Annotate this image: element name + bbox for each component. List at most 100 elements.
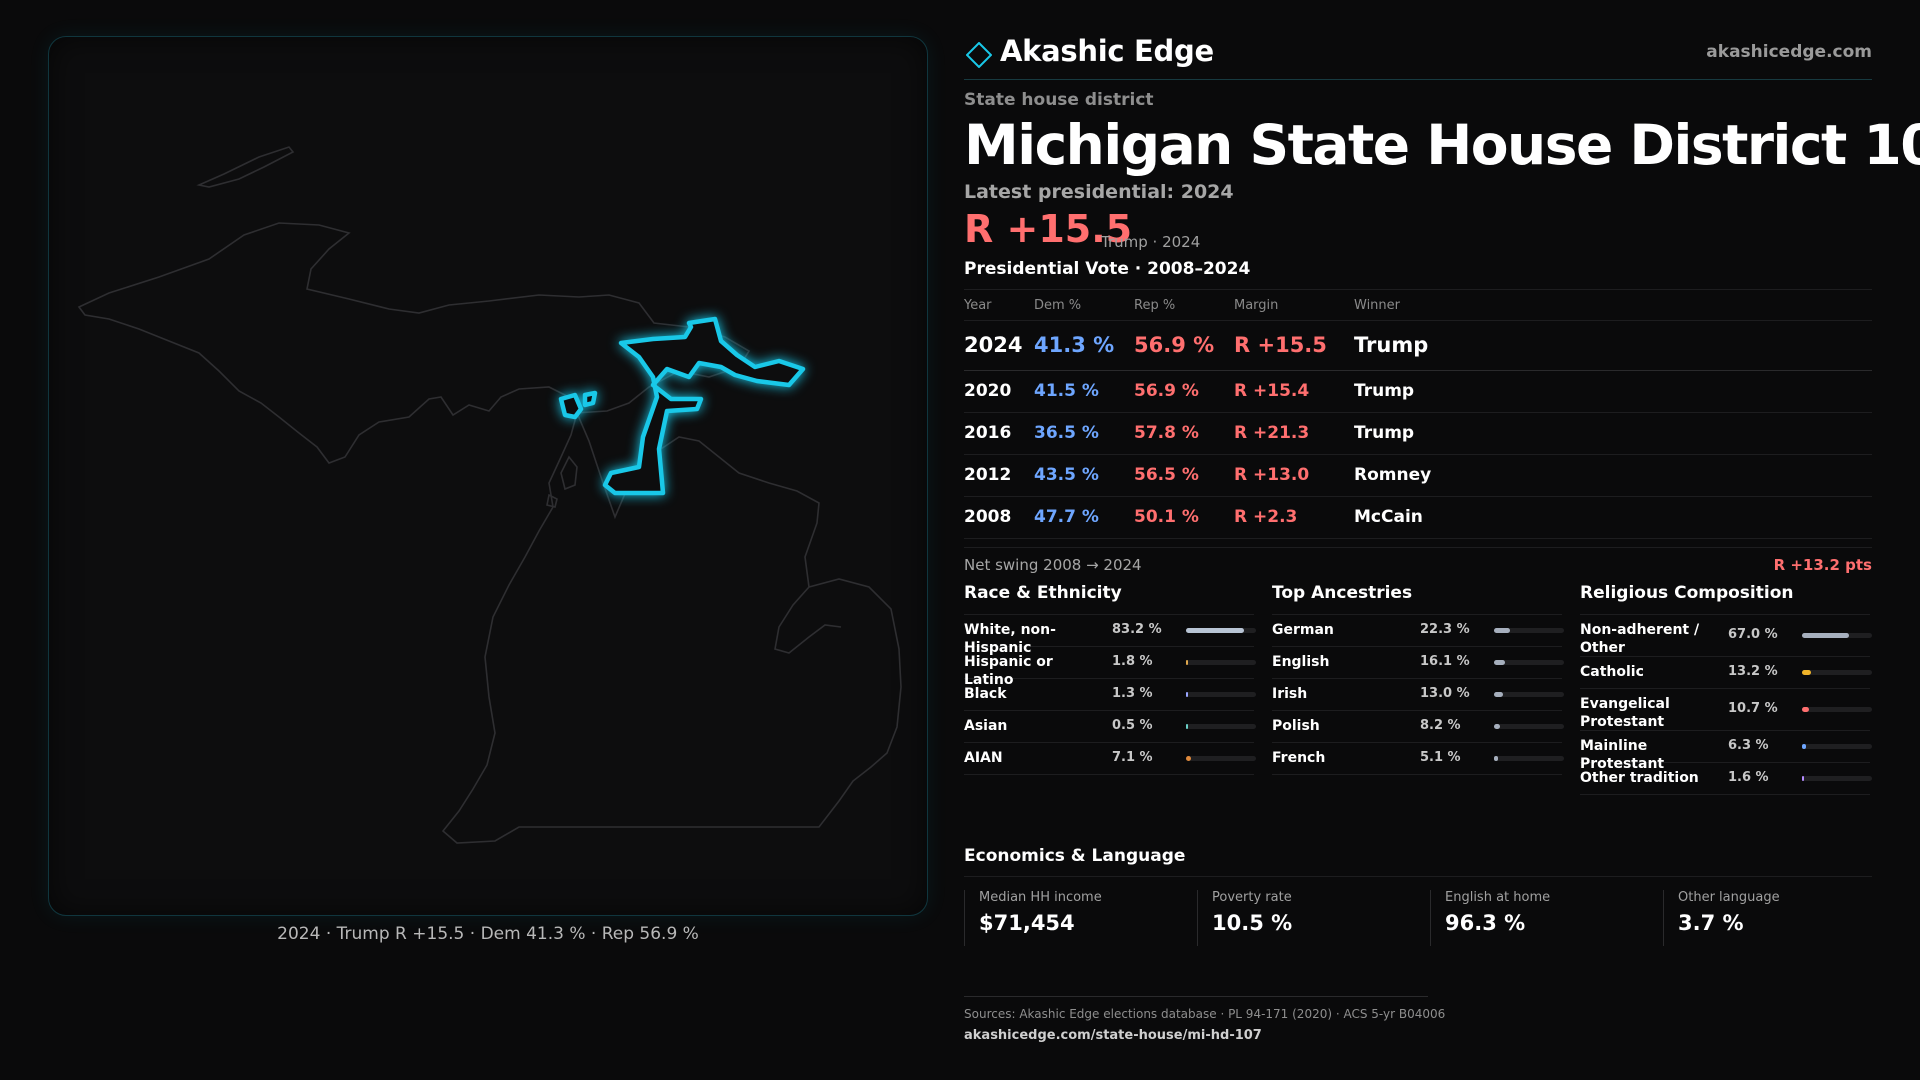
cell-rep: 56.5 % (1134, 454, 1234, 497)
demo-bar-track (1494, 723, 1564, 729)
col-header-year: Year (964, 290, 1034, 321)
economics-divider (964, 876, 1872, 877)
col-header-margin: Margin (1234, 290, 1354, 321)
headline-subtitle: Trump · 2024 (1101, 233, 1201, 252)
upper-peninsula-outline (77, 222, 751, 464)
demo-row-percent: 13.0 % (1420, 685, 1470, 701)
religious-composition-panel: Religious Composition Non-adherent / Oth… (1580, 583, 1872, 795)
demo-bar-track (1802, 743, 1872, 749)
table-header-row: Year Dem % Rep % Margin Winner (964, 290, 1872, 321)
michigan-map[interactable] (49, 37, 928, 916)
demo-row-label: Mainline Protestant (1580, 737, 1665, 772)
stat-value: $71,454 (979, 911, 1075, 935)
race-ethnicity-title: Race & Ethnicity (964, 583, 1254, 615)
net-swing-row: Net swing 2008 → 2024 R +13.2 pts (964, 546, 1872, 575)
economics-title: Economics & Language (964, 846, 1186, 866)
demo-row-label: Non-adherent / Other (1580, 621, 1700, 656)
demo-row: Polish 8.2 % (1272, 711, 1564, 743)
map-caption: 2024 · Trump R +15.5 · Dem 41.3 % · Rep … (277, 924, 699, 944)
map-panel[interactable] (48, 36, 928, 916)
demo-row-percent: 16.1 % (1420, 653, 1470, 669)
saginaw-bay-outline (774, 586, 842, 654)
cell-winner: Trump (1354, 412, 1872, 455)
demo-bar-fill (1802, 632, 1849, 638)
stat-label: English at home (1445, 890, 1551, 905)
cell-year: 2016 (964, 412, 1034, 455)
district-107-island-b (582, 390, 598, 408)
page-title: Michigan State House District 107 (964, 113, 1920, 177)
demo-row-percent: 67.0 % (1728, 626, 1778, 642)
brand-header: Akashic Edge akashicedge.com (964, 30, 1872, 80)
brand-url-link[interactable]: akashicedge.com (1706, 42, 1872, 62)
demo-row-label: Catholic (1580, 663, 1644, 680)
demo-bar-track (1802, 669, 1872, 675)
demo-row: Irish 13.0 % (1272, 679, 1564, 711)
cell-margin: R +15.4 (1234, 370, 1354, 413)
demo-bar-fill (1186, 691, 1188, 697)
demo-row-label: Black (964, 685, 1007, 702)
demo-bar-fill (1802, 706, 1810, 712)
demo-row-label: Other tradition (1580, 769, 1699, 786)
stat-poverty-rate: Poverty rate 10.5 % (1197, 890, 1429, 946)
sources-text: Sources: Akashic Edge elections database… (964, 1007, 1446, 1021)
demo-row-percent: 1.8 % (1112, 653, 1153, 669)
stat-value: 10.5 % (1212, 911, 1293, 935)
stat-english-at-home: English at home 96.3 % (1430, 890, 1662, 946)
cell-dem: 47.7 % (1034, 496, 1134, 539)
right-panel: Akashic Edge akashicedge.com State house… (964, 30, 1920, 823)
demographics-section: Race & Ethnicity White, non-Hispanic 83.2… (964, 583, 1872, 823)
cell-winner: Trump (1354, 370, 1872, 413)
demo-bar-track (1494, 659, 1564, 665)
cell-dem: 41.3 % (1034, 320, 1134, 371)
demo-bar-fill (1802, 669, 1812, 675)
demo-row-percent: 8.2 % (1420, 717, 1461, 733)
cell-winner: McCain (1354, 496, 1872, 539)
demo-row: Catholic 13.2 % (1580, 657, 1872, 689)
demo-row: Asian 0.5 % (964, 711, 1256, 743)
demo-row-label: Evangelical Protestant (1580, 695, 1670, 730)
demo-bar-fill (1494, 627, 1510, 633)
top-ancestries-panel: Top Ancestries German 22.3 % English 16.1 %… (1272, 583, 1564, 775)
brand-name: Akashic Edge (1000, 34, 1214, 68)
demo-row: French 5.1 % (1272, 743, 1564, 775)
stat-other-language: Other language 3.7 % (1663, 890, 1895, 946)
demo-row-percent: 10.7 % (1728, 700, 1778, 716)
cell-rep: 56.9 % (1134, 320, 1234, 371)
sources-divider (964, 996, 1428, 997)
table-row: 2008 47.7 % 50.1 % R +2.3 McCain (964, 496, 1872, 539)
cell-year: 2012 (964, 454, 1034, 497)
stat-value: 96.3 % (1445, 911, 1526, 935)
demo-bar-fill (1186, 627, 1245, 633)
stat-label: Poverty rate (1212, 890, 1292, 905)
demo-bar-fill (1802, 743, 1807, 749)
district-107-island-a (558, 392, 584, 420)
district-107-shape[interactable] (558, 316, 806, 496)
cell-winner: Trump (1354, 320, 1872, 371)
col-header-dem: Dem % (1034, 290, 1134, 321)
demo-row-label: AIAN (964, 749, 1003, 766)
demo-row: Non-adherent / Other 67.0 % (1580, 615, 1872, 657)
headline-margin-block: R +15.5 Trump · 2024 (964, 207, 1872, 257)
demo-bar-fill (1802, 775, 1804, 781)
cell-margin: R +2.3 (1234, 496, 1354, 539)
demo-row-percent: 7.1 % (1112, 749, 1153, 765)
demo-row-label: Irish (1272, 685, 1308, 702)
table-row: 2016 36.5 % 57.8 % R +21.3 Trump (964, 412, 1872, 455)
demo-row-percent: 13.2 % (1728, 663, 1778, 679)
demo-row-label: Asian (964, 717, 1008, 734)
demo-bar-track (1802, 775, 1872, 781)
col-header-rep: Rep % (1134, 290, 1234, 321)
demo-row-percent: 22.3 % (1420, 621, 1470, 637)
cell-rep: 56.9 % (1134, 370, 1234, 413)
sources-url-link[interactable]: akashicedge.com/state-house/mi-hd-107 (964, 1028, 1262, 1043)
demo-bar-fill (1186, 659, 1188, 665)
demo-bar-track (1186, 691, 1256, 697)
demo-bar-track (1186, 755, 1256, 761)
table-row: 2024 41.3 % 56.9 % R +15.5 Trump (964, 320, 1872, 371)
demo-bar-track (1494, 755, 1564, 761)
demo-bar-track (1186, 659, 1256, 665)
demo-bar-fill (1494, 691, 1504, 697)
net-swing-value: R +13.2 pts (1773, 555, 1872, 574)
demo-row-percent: 6.3 % (1728, 737, 1769, 753)
demo-row-percent: 83.2 % (1112, 621, 1162, 637)
